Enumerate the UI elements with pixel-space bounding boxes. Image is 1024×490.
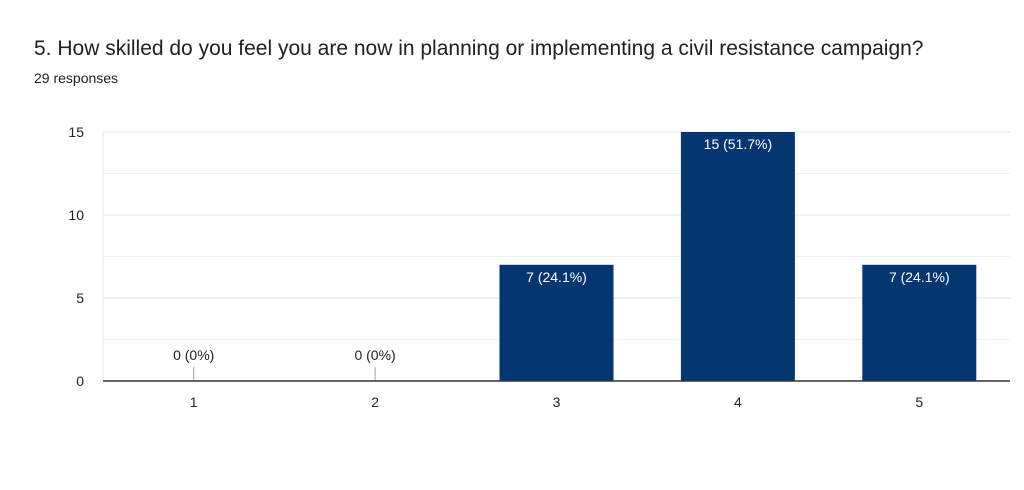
bar <box>862 264 977 381</box>
y-tick-label: 0 <box>76 373 84 389</box>
response-count: 29 responses <box>34 70 119 86</box>
data-label: 7 (24.1%) <box>889 269 950 285</box>
bars <box>193 132 977 381</box>
x-tick-label: 1 <box>190 394 198 410</box>
x-axis-tick-labels: 1 2 3 4 5 <box>190 394 924 410</box>
y-tick-label: 15 <box>68 124 84 140</box>
x-tick-label: 3 <box>553 394 561 410</box>
y-tick-label: 5 <box>76 290 84 306</box>
question-title: 5. How skilled do you feel you are now i… <box>34 37 924 60</box>
gridlines <box>102 131 1010 381</box>
bar <box>680 132 795 381</box>
y-axis-tick-labels: 0 5 10 15 <box>68 124 84 389</box>
y-tick-label: 10 <box>68 207 84 223</box>
x-tick-label: 4 <box>734 394 742 410</box>
data-labels: 0 (0%) 0 (0%) 7 (24.1%) 15 (51.7%) 7 (24.1%) <box>173 136 950 363</box>
x-tick-label: 5 <box>915 394 923 410</box>
x-tick-label: 2 <box>371 394 379 410</box>
data-label: 0 (0%) <box>173 347 214 363</box>
data-label: 0 (0%) <box>354 347 395 363</box>
data-label: 7 (24.1%) <box>526 269 587 285</box>
data-label: 15 (51.7%) <box>704 136 772 152</box>
bar <box>499 264 614 381</box>
